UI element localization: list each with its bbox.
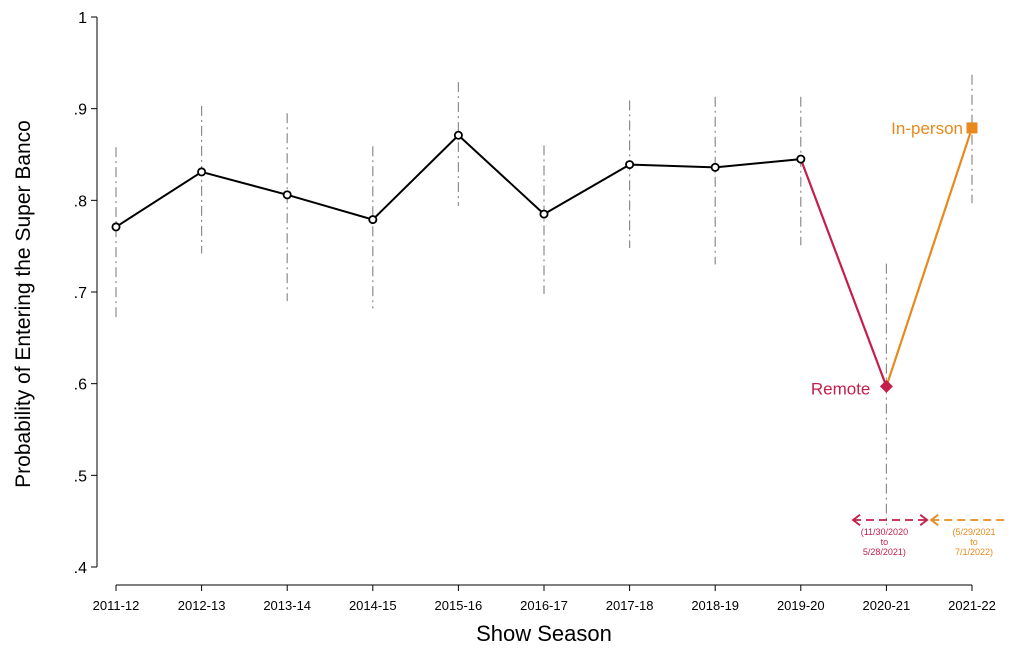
y-tick-label: .6: [74, 377, 87, 394]
data-point-baseline: [625, 160, 635, 170]
x-tick-label: 2018-19: [691, 598, 739, 613]
period-arrowhead: [929, 514, 939, 526]
data-point-baseline: [197, 167, 207, 177]
markers-layer: Remote In-person: [111, 119, 978, 398]
data-point-baseline: [368, 215, 378, 225]
series-label-inperson: In-person: [891, 119, 963, 138]
series-label-remote: Remote: [811, 379, 871, 398]
series-connector: [885, 127, 974, 387]
data-point-inperson: [966, 122, 978, 134]
data-point-remote: [879, 379, 893, 393]
ci-layer: [115, 74, 973, 525]
data-point-baseline: [282, 190, 292, 200]
data-point-baseline: [111, 222, 121, 232]
x-tick-label: 2021-22: [948, 598, 996, 613]
y-tick-label: .8: [74, 193, 87, 210]
x-tick-label: 2015-16: [435, 598, 483, 613]
data-point-baseline: [710, 162, 720, 172]
x-tick-label: 2011-12: [93, 598, 140, 613]
data-point-baseline: [453, 130, 463, 140]
period-text-remote: (11/30/2020: [861, 527, 908, 537]
x-axis-title: Show Season: [476, 621, 612, 646]
x-tick-label: 2013-14: [263, 598, 311, 613]
annotations-layer: (11/30/2020to5/28/2021)(5/29/2021to7/1/2…: [851, 514, 1009, 557]
y-tick-label: .9: [74, 102, 87, 119]
y-tick-label: .7: [74, 285, 87, 302]
period-text-inperson: to: [970, 537, 978, 547]
axes-layer: [96, 17, 972, 586]
period-text-inperson: (5/29/2021: [952, 527, 995, 537]
period-text-remote: to: [881, 537, 889, 547]
period-text-remote: 5/28/2021): [863, 547, 906, 557]
period-arrowhead: [919, 514, 929, 526]
y-tick-label: 1: [78, 10, 87, 27]
period-text-inperson: 7/1/2022): [955, 547, 993, 557]
y-tick-label: .5: [74, 468, 87, 485]
y-axis-title: Probability of Entering the Super Banco: [12, 120, 35, 488]
x-tick-label: 2012-13: [178, 598, 226, 613]
x-tick-label: 2020-21: [863, 598, 911, 613]
period-arrowhead: [851, 514, 861, 526]
x-tick-label: 2019-20: [777, 598, 825, 613]
data-point-baseline: [539, 209, 549, 219]
x-tick-label: 2014-15: [349, 598, 397, 613]
x-tick-label: 2017-18: [606, 598, 654, 613]
series-connector: [799, 158, 888, 387]
x-tick-label: 2016-17: [520, 598, 568, 613]
data-point-baseline: [796, 154, 806, 164]
x-ticks: 2011-12 2012-13 2013-14 2014-15 2015-16 2016-…: [93, 585, 996, 613]
y-ticks: .4 .5 .6 .7 .8 .9 1: [74, 10, 97, 577]
y-tick-label: .4: [74, 560, 87, 577]
